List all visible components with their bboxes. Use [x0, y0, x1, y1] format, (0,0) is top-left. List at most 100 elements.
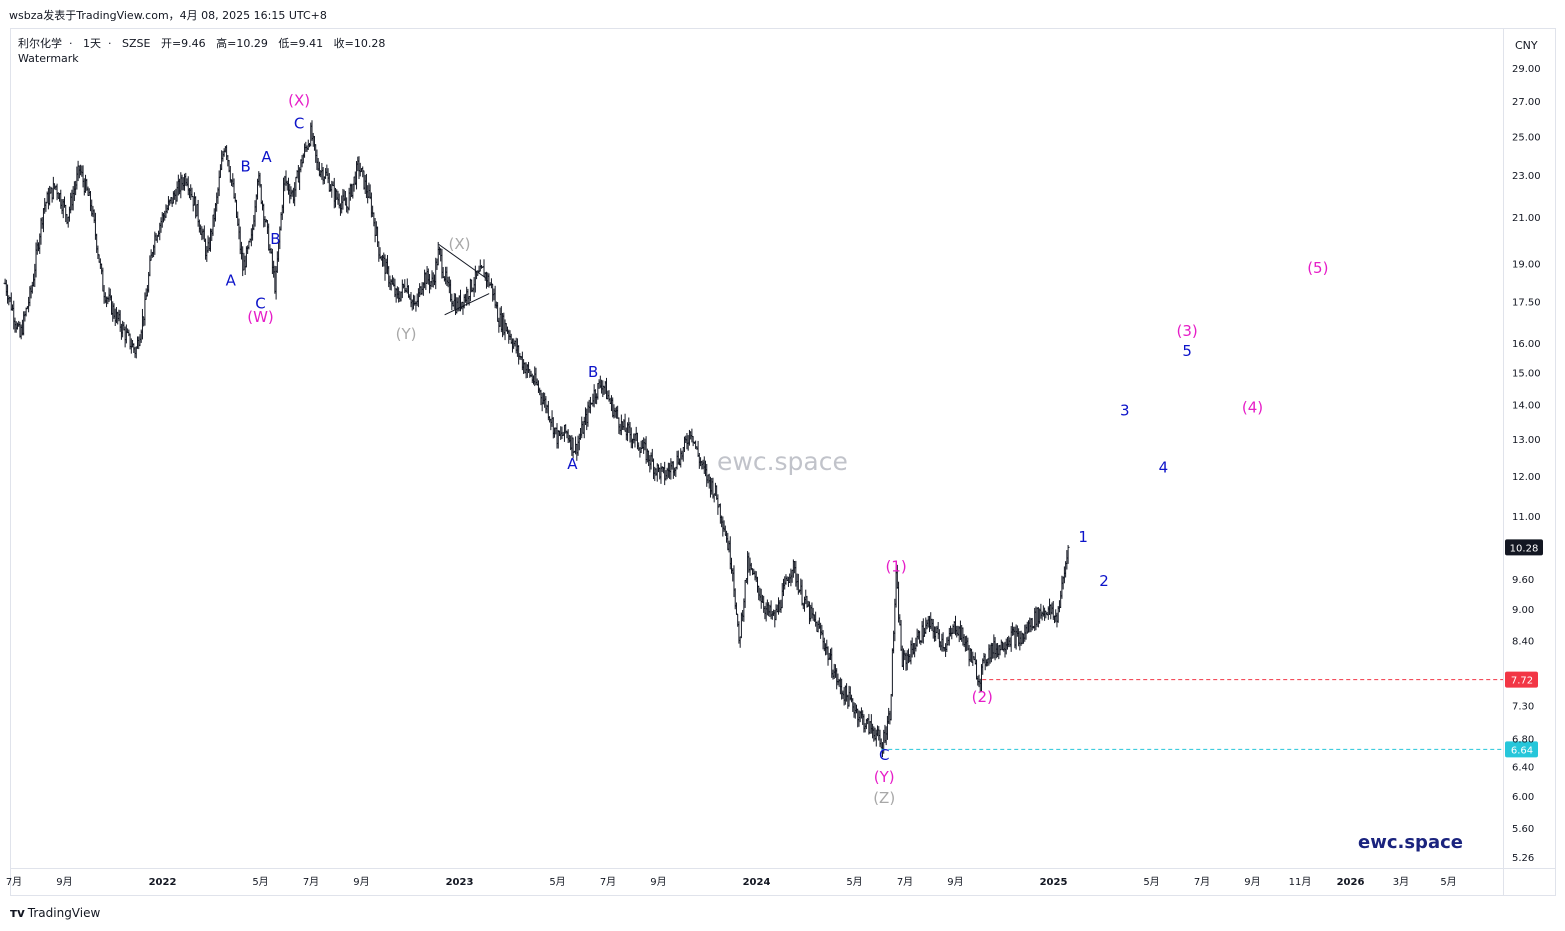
- wave-label: (Y): [396, 325, 417, 343]
- price-tick-label: 5.60: [1512, 824, 1534, 835]
- symbol-legend[interactable]: 利尔化学 · 1天 · SZSE 开=9.46 高=10.29 低=9.41 收=1…: [18, 35, 392, 51]
- price-tick-label: 8.40: [1512, 637, 1534, 648]
- wave-label: (5): [1307, 259, 1328, 277]
- time-tick-label: 9月: [353, 876, 369, 888]
- wave-labels: AC(W)BABC(X)(X)(Y)BA(1)(2)C(Y)(Z)12345(3…: [226, 92, 1329, 807]
- wave-label: 5: [1182, 342, 1192, 360]
- wave-label: (Z): [873, 789, 895, 807]
- time-tick-label: 9月: [56, 876, 72, 888]
- wave-label: A: [226, 271, 237, 289]
- currency-label[interactable]: CNY: [1515, 39, 1538, 52]
- horizontal-levels: 7.72 6.64 10.28: [881, 539, 1543, 758]
- price-tick-label: 11.00: [1512, 512, 1541, 523]
- ohlc-open: 开=9.46: [160, 37, 206, 50]
- wave-label: (W): [247, 308, 274, 326]
- time-tick-label: 7月: [897, 876, 913, 888]
- separator-dot: ·: [69, 37, 73, 50]
- time-tick-label: 7月: [1194, 876, 1210, 888]
- time-tick-label: 7月: [6, 876, 22, 888]
- price-tick-label: 7.30: [1512, 702, 1534, 713]
- wave-label: C: [879, 746, 889, 764]
- publish-info: wsbza发表于TradingView.com，4月 08, 2025 16:1…: [9, 9, 327, 22]
- time-tick-label: 2024: [743, 877, 771, 888]
- price-tick-label: 21.00: [1512, 213, 1541, 224]
- wave-label: (1): [885, 558, 906, 576]
- wave-label: 1: [1078, 528, 1088, 546]
- tradingview-logo[interactable]: ᴛᴠ TradingView: [10, 906, 100, 920]
- price-tick-label: 16.00: [1512, 339, 1541, 350]
- time-tick-label: 9月: [1244, 876, 1260, 888]
- wave-label: B: [270, 230, 280, 248]
- time-tick-label: 5月: [846, 876, 862, 888]
- time-tick-label: 5月: [252, 876, 268, 888]
- price-tick-label: 27.00: [1512, 97, 1541, 108]
- wave-label: 3: [1120, 402, 1130, 420]
- wave-label: C: [294, 114, 304, 132]
- ohlc-high: 高=10.29: [216, 37, 268, 50]
- price-tick-label: 15.00: [1512, 369, 1541, 380]
- price-tick-label: 25.00: [1512, 133, 1541, 144]
- tradingview-icon: ᴛᴠ: [10, 906, 25, 920]
- price-tick-label: 19.00: [1512, 259, 1541, 270]
- level-price-label: 7.72: [1511, 676, 1533, 687]
- time-tick-label: 5月: [1143, 876, 1159, 888]
- wave-label: (Y): [874, 768, 895, 786]
- price-tick-label: 6.80: [1512, 734, 1534, 745]
- ohlc-close: 收=10.28: [333, 37, 386, 50]
- time-tick-label: 7月: [303, 876, 319, 888]
- separator-dot: ·: [108, 37, 112, 50]
- time-tick-label: 3月: [1393, 876, 1409, 888]
- wave-label: C: [255, 295, 265, 313]
- triangle-lower-line: [444, 293, 490, 316]
- indicator-label[interactable]: Watermark: [18, 52, 79, 65]
- time-tick-label: 7月: [600, 876, 616, 888]
- wave-label: 4: [1159, 459, 1169, 477]
- wave-label: (X): [449, 235, 471, 253]
- time-scale[interactable]: 7月 9月 2022 5月 7月 9月 2023 5月 7月 9月 2024 5月 7月 9月 2025 5月…: [6, 876, 1457, 888]
- chart-frame[interactable]: [10, 28, 1556, 896]
- price-bars: [3, 120, 1070, 758]
- price-tick-label: 5.26: [1512, 853, 1534, 864]
- ohlc-bar: [1066, 545, 1070, 564]
- symbol-name[interactable]: 利尔化学: [18, 37, 62, 50]
- level-price-tag: [1505, 741, 1538, 758]
- center-watermark: ewc.space: [717, 447, 848, 476]
- time-tick-label: 2026: [1337, 877, 1365, 888]
- time-tick-label: 2023: [446, 877, 474, 888]
- symbol-interval[interactable]: 1天: [83, 37, 101, 50]
- wave-label: 2: [1099, 572, 1109, 590]
- ohlc-bar: [890, 648, 894, 697]
- wave-label: (4): [1242, 398, 1263, 416]
- price-tick-label: 9.00: [1512, 605, 1534, 616]
- current-price-label: 10.28: [1510, 543, 1539, 554]
- wave-label: (3): [1177, 322, 1198, 340]
- price-tick-label: 6.40: [1512, 762, 1534, 773]
- time-tick-label: 11月: [1289, 876, 1312, 888]
- wave-label: A: [567, 455, 578, 473]
- time-tick-label: 9月: [650, 876, 666, 888]
- wave-label: (2): [972, 688, 993, 706]
- triangle-pattern: [438, 243, 490, 316]
- current-price-tag: [1505, 539, 1543, 556]
- price-tick-label: 14.00: [1512, 401, 1541, 412]
- wave-label: (X): [288, 92, 310, 110]
- price-tick-label: 9.60: [1512, 575, 1534, 586]
- price-scale[interactable]: 29.00 27.00 25.00 23.00 21.00 19.00 17.50 16.00…: [1512, 64, 1541, 864]
- wave-label: B: [241, 158, 251, 176]
- publish-header: wsbza发表于TradingView.com，4月 08, 2025 16:1…: [0, 0, 1565, 28]
- time-tick-label: 5月: [549, 876, 565, 888]
- level-price-label: 6.64: [1511, 745, 1533, 756]
- brand-text: ewc.space: [1358, 832, 1463, 853]
- price-tick-label: 29.00: [1512, 64, 1541, 75]
- triangle-upper-line: [438, 243, 487, 279]
- time-tick-label: 2022: [149, 877, 177, 888]
- time-tick-label: 2025: [1040, 877, 1068, 888]
- time-tick-label: 9月: [947, 876, 963, 888]
- wave-label: B: [588, 363, 598, 381]
- symbol-exchange: SZSE: [122, 37, 151, 50]
- price-tick-label: 13.00: [1512, 435, 1541, 446]
- price-tick-label: 12.00: [1512, 472, 1541, 483]
- tradingview-logo-text: TradingView: [27, 906, 101, 920]
- wave-label: A: [261, 148, 272, 166]
